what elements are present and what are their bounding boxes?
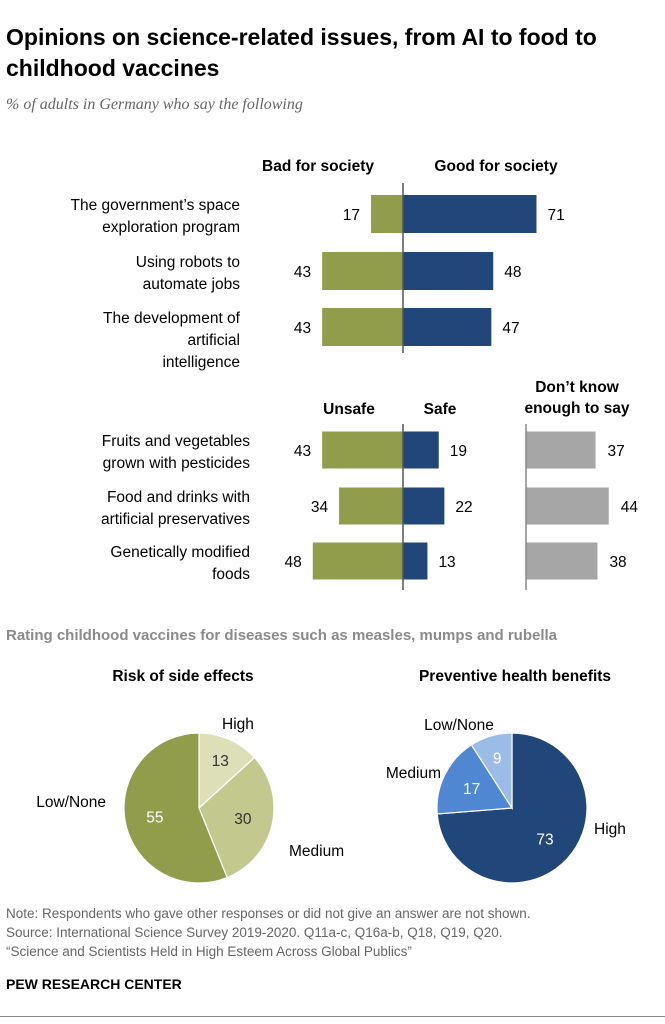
data-label-unsafe: 34 (311, 499, 329, 516)
data-label-good: 71 (547, 207, 564, 224)
legend-bad-for-society: Bad for society (262, 158, 374, 175)
bar-unsafe (312, 542, 403, 580)
data-label-dont-know: 38 (609, 554, 626, 571)
bar-good-for-society (403, 195, 537, 233)
vaccine-section-title: Rating childhood vaccines for diseases s… (6, 627, 558, 644)
pie-value-label: 9 (493, 751, 502, 768)
bar-safe (403, 542, 428, 580)
pie-slice (198, 756, 275, 879)
legend-safe: Safe (424, 401, 457, 418)
pie-title: Preventive health benefits (419, 668, 611, 685)
data-label-good: 47 (502, 320, 519, 337)
pie-slice (198, 732, 256, 810)
data-label-unsafe: 43 (294, 443, 311, 460)
source-text: Source: International Science Survey 201… (6, 925, 503, 940)
bar-dont-know (526, 487, 609, 525)
bar-bad-for-society (371, 195, 403, 233)
category-label: Genetically modified foods (110, 544, 250, 583)
pie-category-label: High (222, 716, 254, 733)
category-label: Using robots to automate jobs (136, 254, 240, 293)
bar-good-for-society (403, 308, 492, 346)
category-label: Food and drinks with artificial preservat… (101, 489, 250, 528)
bar-good-for-society (403, 252, 494, 290)
pie-value-label: 17 (463, 781, 480, 798)
bar-dont-know (526, 431, 596, 469)
pie-value-label: 55 (146, 810, 163, 827)
data-label-good: 48 (504, 264, 521, 281)
brand-logo-text: PEW RESEARCH CENTER (6, 976, 182, 992)
pie-value-label: 73 (536, 832, 553, 849)
legend-good-for-society: Good for society (434, 158, 558, 175)
legend-unsafe: Unsafe (323, 401, 375, 418)
chart-subtitle: % of adults in Germany who say the follo… (6, 96, 303, 113)
pie-slice (123, 732, 228, 884)
pie-category-label: Low/None (36, 794, 106, 811)
data-label-dont-know: 44 (621, 499, 639, 516)
pie-value-label: 13 (212, 753, 229, 770)
data-label-bad: 43 (294, 264, 311, 281)
bar-bad-for-society (322, 308, 403, 346)
category-label: The development of artificial intelligence (103, 310, 241, 371)
bar-safe (403, 431, 439, 469)
report-title-text: “Science and Scientists Held in High Est… (6, 944, 412, 959)
notes-block: Note: Respondents who gave other respons… (6, 904, 531, 961)
category-label: The government’s space exploration progra… (71, 197, 240, 236)
bar-unsafe (339, 487, 403, 525)
note-text: Note: Respondents who gave other respons… (6, 906, 531, 921)
bar-bad-for-society (322, 252, 403, 290)
pie-category-label: Low/None (424, 717, 494, 734)
pie-title: Risk of side effects (112, 668, 253, 685)
data-label-safe: 22 (455, 499, 472, 516)
bottom-divider (0, 1016, 665, 1017)
data-label-unsafe: 48 (285, 554, 302, 571)
pie-slice (436, 744, 514, 815)
data-label-dont-know: 37 (608, 443, 625, 460)
chart-title: Opinions on science-related issues, from… (6, 24, 597, 81)
data-label-bad: 17 (343, 207, 360, 224)
pie-category-label: Medium (289, 843, 344, 860)
pie-slice (470, 732, 513, 811)
pie-category-label: High (594, 821, 626, 838)
data-label-safe: 19 (450, 443, 467, 460)
bar-safe (403, 487, 445, 525)
bar-dont-know (526, 542, 598, 580)
pie-category-label: Medium (386, 765, 441, 782)
legend-dont-know: Don’t know enough to say (524, 379, 629, 417)
data-label-bad: 43 (294, 320, 311, 337)
category-label: Fruits and vegetables grown with pesticid… (102, 433, 250, 472)
bar-unsafe (322, 431, 403, 469)
data-label-safe: 13 (438, 554, 455, 571)
pie-value-label: 30 (234, 811, 252, 828)
